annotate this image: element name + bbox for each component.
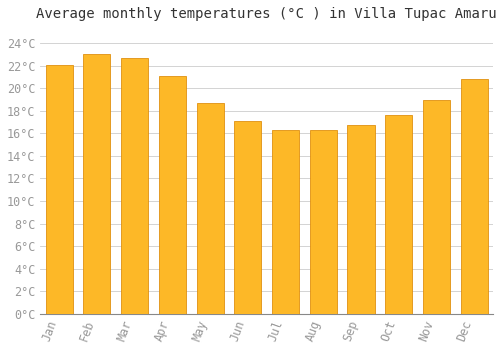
Bar — [460, 79, 488, 314]
Bar — [196, 103, 224, 314]
Bar — [234, 121, 262, 314]
Bar — [348, 125, 374, 314]
Bar — [272, 130, 299, 314]
Bar — [423, 99, 450, 314]
Bar — [159, 76, 186, 314]
Bar — [385, 115, 412, 314]
Title: Average monthly temperatures (°C ) in Villa Tupac Amaru: Average monthly temperatures (°C ) in Vi… — [36, 7, 497, 21]
Bar — [46, 65, 73, 314]
Bar — [121, 58, 148, 314]
Bar — [84, 55, 110, 314]
Bar — [310, 130, 337, 314]
